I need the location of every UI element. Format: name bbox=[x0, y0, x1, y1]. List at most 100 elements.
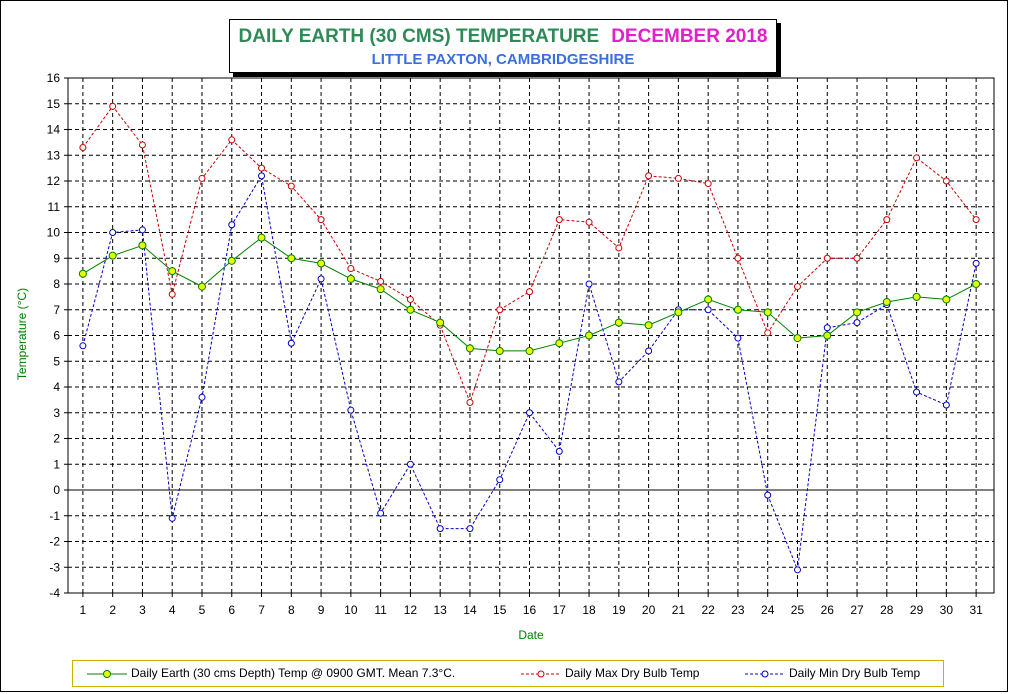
legend-item-max: Daily Max Dry Bulb Temp bbox=[521, 666, 699, 680]
data-point-min bbox=[734, 334, 742, 342]
data-point-min bbox=[138, 226, 146, 234]
data-point-earth bbox=[525, 346, 534, 355]
x-tick-label: 6 bbox=[228, 603, 235, 617]
x-tick-label: 24 bbox=[761, 603, 775, 617]
title-line: DAILY EARTH (30 CMS) TEMPERATURE DECEMBER… bbox=[230, 26, 776, 48]
data-point-min bbox=[764, 491, 772, 499]
data-point-min bbox=[823, 324, 831, 332]
data-point-min bbox=[972, 259, 980, 267]
data-point-min bbox=[853, 319, 861, 327]
data-point-max bbox=[585, 218, 593, 226]
data-point-earth bbox=[465, 344, 474, 353]
y-tick-label: 2 bbox=[53, 432, 60, 446]
data-point-earth bbox=[108, 251, 117, 260]
grid bbox=[68, 78, 994, 593]
data-point-earth bbox=[942, 295, 951, 304]
legend-item-min: Daily Min Dry Bulb Temp bbox=[745, 666, 920, 680]
data-point-min bbox=[79, 342, 87, 350]
x-tick-label: 21 bbox=[672, 603, 686, 617]
y-tick-label: -2 bbox=[49, 535, 60, 549]
x-tick-label: 2 bbox=[109, 603, 116, 617]
data-point-earth bbox=[197, 282, 206, 291]
x-tick-label: 20 bbox=[642, 603, 656, 617]
data-point-max bbox=[942, 177, 950, 185]
y-tick-label: 10 bbox=[47, 226, 61, 240]
y-tick-label: 1 bbox=[53, 457, 60, 471]
y-tick-label: -4 bbox=[49, 586, 60, 600]
x-tick-label: 22 bbox=[701, 603, 715, 617]
x-tick-label: 13 bbox=[434, 603, 448, 617]
data-point-min bbox=[436, 525, 444, 533]
data-point-min bbox=[406, 460, 414, 468]
data-point-earth bbox=[317, 259, 326, 268]
data-point-max bbox=[228, 136, 236, 144]
data-point-max bbox=[138, 141, 146, 149]
data-point-earth bbox=[644, 321, 653, 330]
y-tick-label: 13 bbox=[47, 148, 61, 162]
chart-month: DECEMBER 2018 bbox=[611, 26, 768, 47]
data-point-earth bbox=[78, 269, 87, 278]
data-point-earth bbox=[406, 305, 415, 314]
legend-marker-min-icon bbox=[745, 670, 785, 678]
y-tick-label: 14 bbox=[47, 123, 61, 137]
y-tick-label: 4 bbox=[53, 380, 60, 394]
data-point-max bbox=[377, 277, 385, 285]
x-tick-label: 9 bbox=[318, 603, 325, 617]
data-point-earth bbox=[614, 318, 623, 327]
y-tick-label: 16 bbox=[47, 71, 61, 85]
data-point-earth bbox=[376, 285, 385, 294]
data-point-max bbox=[466, 398, 474, 406]
x-tick-label: 5 bbox=[199, 603, 206, 617]
data-point-max bbox=[883, 216, 891, 224]
data-point-earth bbox=[733, 305, 742, 314]
chart-title: DAILY EARTH (30 CMS) TEMPERATURE bbox=[238, 26, 600, 47]
data-point-earth bbox=[346, 274, 355, 283]
x-tick-label: 15 bbox=[493, 603, 507, 617]
x-tick-label: 23 bbox=[731, 603, 745, 617]
data-point-earth bbox=[138, 241, 147, 250]
x-tick-label: 1 bbox=[80, 603, 87, 617]
data-point-max bbox=[764, 329, 772, 337]
data-point-min bbox=[913, 388, 921, 396]
data-point-min bbox=[496, 476, 504, 484]
data-point-max bbox=[168, 290, 176, 298]
data-point-earth bbox=[495, 346, 504, 355]
x-tick-label: 17 bbox=[553, 603, 567, 617]
y-tick-label: 0 bbox=[53, 483, 60, 497]
data-point-max bbox=[734, 254, 742, 262]
data-point-earth bbox=[823, 331, 832, 340]
data-point-min bbox=[228, 221, 236, 229]
data-point-min bbox=[942, 401, 950, 409]
legend-marker-max-icon bbox=[521, 670, 561, 678]
data-point-earth bbox=[227, 256, 236, 265]
data-point-min bbox=[466, 525, 474, 533]
data-point-min bbox=[555, 447, 563, 455]
y-tick-label: -3 bbox=[49, 560, 60, 574]
legend-label-max: Daily Max Dry Bulb Temp bbox=[565, 666, 700, 680]
y-tick-label: 8 bbox=[53, 277, 60, 291]
data-point-max bbox=[555, 216, 563, 224]
data-point-min bbox=[317, 275, 325, 283]
data-point-earth bbox=[168, 267, 177, 276]
x-tick-label: 30 bbox=[940, 603, 954, 617]
data-point-max bbox=[704, 180, 712, 188]
legend-item-earth: Daily Earth (30 cms Depth) Temp @ 0900 G… bbox=[87, 666, 455, 680]
legend: Daily Earth (30 cms Depth) Temp @ 0900 G… bbox=[72, 660, 944, 687]
y-tick-label: 11 bbox=[48, 200, 61, 214]
x-tick-label: 27 bbox=[850, 603, 864, 617]
y-tick-label: 12 bbox=[47, 174, 61, 188]
data-point-min bbox=[198, 393, 206, 401]
data-point-min bbox=[258, 172, 266, 180]
x-tick-label: 28 bbox=[880, 603, 894, 617]
legend-label-min: Daily Min Dry Bulb Temp bbox=[789, 666, 921, 680]
data-point-max bbox=[913, 154, 921, 162]
data-point-max bbox=[793, 283, 801, 291]
data-point-min bbox=[645, 347, 653, 355]
data-point-max bbox=[496, 306, 504, 314]
x-tick-label: 10 bbox=[344, 603, 358, 617]
y-tick-label: 15 bbox=[47, 97, 61, 111]
data-point-earth bbox=[853, 308, 862, 317]
y-tick-label: 9 bbox=[53, 251, 60, 265]
data-point-min bbox=[526, 409, 534, 417]
